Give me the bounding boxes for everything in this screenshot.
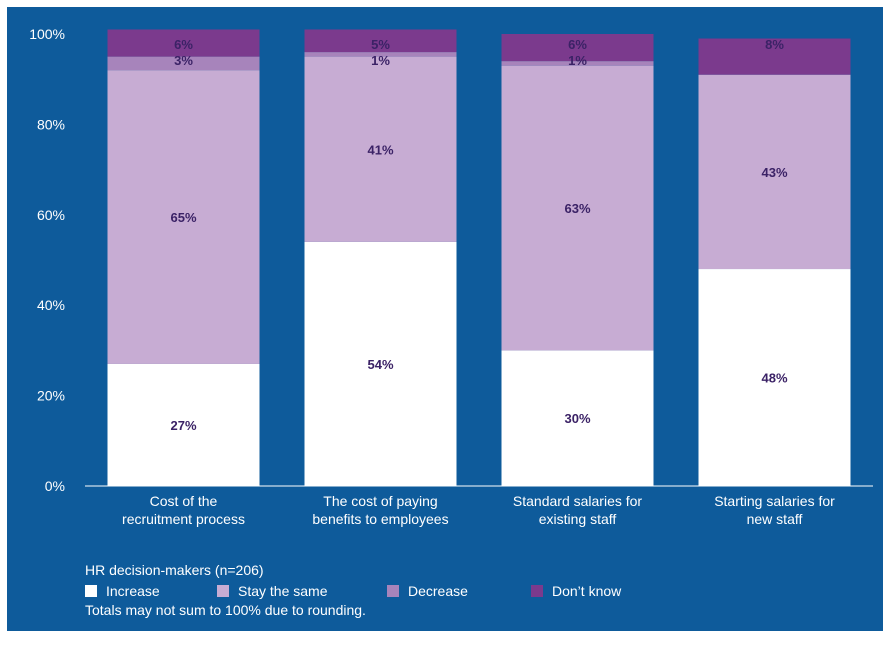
legend-item: Increase — [85, 583, 160, 603]
data-label: 48% — [761, 371, 787, 386]
x-category-label: new staff — [747, 511, 803, 527]
legend-swatch — [531, 585, 543, 597]
data-label: 43% — [761, 165, 787, 180]
data-label: 65% — [170, 210, 196, 225]
legend-label: Stay the same — [238, 583, 328, 599]
bar-segment-decrease — [107, 56, 260, 71]
chart-panel: 0% 20% 40% 60% 80% 100% 27% 65% 3% 6% 54% 41% 1% 5% 3… — [7, 7, 883, 631]
stacked-bar-chart: 0%20%40%60%80%100% 27%65%3%6%54%41%1%5%3… — [29, 26, 873, 527]
legend-item: Don’t know — [531, 583, 621, 603]
bar-segment-stay-the-same — [304, 56, 457, 242]
data-label: 41% — [367, 142, 393, 157]
data-label: 3% — [174, 53, 193, 68]
footnote: Totals may not sum to 100% due to roundi… — [85, 602, 366, 618]
data-label: 5% — [371, 37, 390, 52]
bar-segment-increase — [304, 241, 457, 486]
x-category-label: existing staff — [539, 511, 617, 527]
bar-segment-don-t-know — [304, 29, 457, 53]
x-category-label: Standard salaries for — [513, 493, 643, 509]
data-label: 8% — [765, 37, 784, 52]
bar-segment-stay-the-same — [501, 65, 654, 351]
bar-segment-increase — [501, 350, 654, 486]
legend-swatch — [85, 585, 97, 597]
x-category-label: benefits to employees — [312, 511, 448, 527]
y-tick-label: 0% — [45, 478, 65, 494]
y-tick-label: 60% — [37, 207, 65, 223]
data-label: 27% — [170, 418, 196, 433]
data-label: 1% — [568, 53, 587, 68]
y-tick-label: 100% — [29, 26, 65, 42]
bar-segment-don-t-know — [501, 34, 654, 62]
y-tick-label: 20% — [37, 388, 65, 404]
data-label: 30% — [564, 411, 590, 426]
bar-segment-decrease — [501, 61, 654, 66]
y-axis: 0% 20% 40% 60% 80% 100% — [29, 26, 65, 494]
legend-label: Increase — [106, 583, 160, 599]
y-tick-label: 80% — [37, 116, 65, 132]
x-category-label: Cost of the — [150, 493, 218, 509]
bar-segment-decrease — [304, 52, 457, 57]
x-category-label: Starting salaries for — [714, 493, 835, 509]
x-axis-labels: Cost of the recruitment process The cost o… — [122, 493, 835, 527]
bar-segment-don-t-know — [698, 38, 851, 75]
x-category-label: The cost of paying — [323, 493, 437, 509]
bar-segment-stay-the-same — [107, 70, 260, 364]
data-label: 54% — [367, 357, 393, 372]
legend-swatch — [387, 585, 399, 597]
legend-label: Don’t know — [552, 583, 622, 599]
data-label: 1% — [371, 53, 390, 68]
data-label: 63% — [564, 201, 590, 216]
x-category-label: recruitment process — [122, 511, 245, 527]
bar-segment-increase — [107, 363, 260, 486]
bar-segment-increase — [698, 269, 851, 486]
legend-item: Stay the same — [217, 583, 328, 603]
data-label: 6% — [568, 37, 587, 52]
legend-label: Decrease — [408, 583, 468, 599]
bar-segment-don-t-know — [107, 29, 260, 57]
legend-title: HR decision-makers (n=206) — [85, 562, 264, 578]
bar-segment-stay-the-same — [698, 74, 851, 270]
legend-item: Decrease — [387, 583, 468, 603]
legend-swatch — [217, 585, 229, 597]
y-tick-label: 40% — [37, 297, 65, 313]
bars: 27%65%3%6%54%41%1%5%30%63%1%6%48%43%8% — [107, 29, 851, 486]
data-label: 6% — [174, 37, 193, 52]
